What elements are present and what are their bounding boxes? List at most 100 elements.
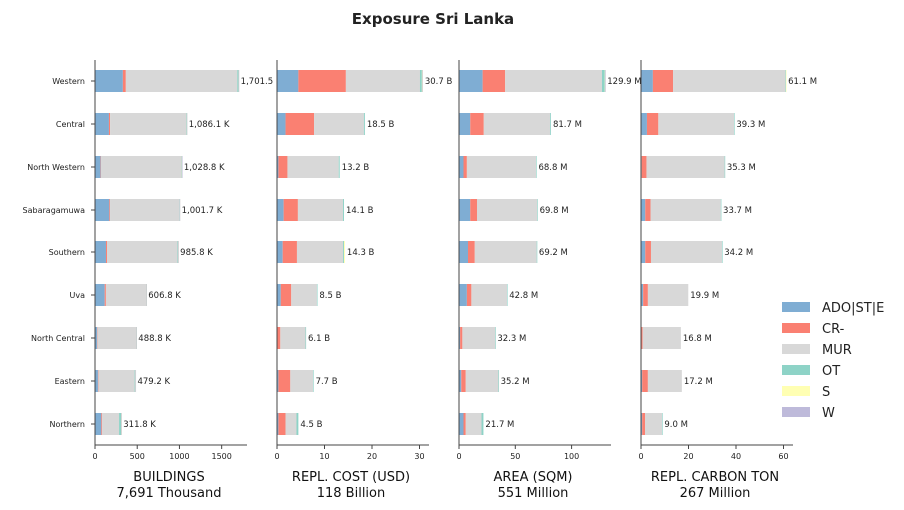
bar-total-label: 1,001.7 K: [182, 206, 223, 216]
bar-segment: [363, 113, 365, 135]
bar-segment: [506, 284, 508, 306]
bar-segment: [505, 70, 602, 92]
bar-total-label: 30.7 B: [425, 77, 453, 87]
bar-total-label: 33.7 M: [723, 206, 752, 216]
bar-segment: [297, 199, 344, 221]
bar-segment: [95, 284, 105, 306]
bar-segment: [643, 284, 648, 306]
bar-segment: [121, 413, 122, 435]
x-tick-label: 40: [731, 452, 741, 461]
bar-total-label: 42.8 M: [509, 291, 538, 301]
bar-total-label: 68.8 M: [538, 163, 567, 173]
bar-segment: [641, 70, 653, 92]
bar-segment: [282, 241, 297, 263]
bar-total-label: 985.8 K: [180, 248, 213, 258]
x-tick-label: 20: [683, 452, 693, 461]
bar-segment: [343, 199, 344, 221]
bar-segment: [100, 156, 102, 178]
bar-segment: [237, 70, 239, 92]
bar-segment: [119, 413, 122, 435]
bar-segment: [296, 413, 299, 435]
bar-segment: [343, 241, 344, 263]
bar-total-label: 14.1 B: [346, 206, 374, 216]
chart-title: Exposure Sri Lanka: [352, 10, 514, 28]
bar-total-label: 7.7 B: [316, 377, 338, 387]
bar-segment: [673, 70, 786, 92]
legend-swatch: [782, 365, 810, 375]
bar-segment: [604, 70, 606, 92]
region-label: Uva: [70, 291, 86, 300]
bar-total-label: 129.9 M: [607, 77, 641, 87]
bar-segment: [101, 413, 103, 435]
bar-segment: [646, 156, 725, 178]
bar-segment: [658, 113, 735, 135]
bar-segment: [459, 327, 461, 349]
bar-segment: [646, 113, 659, 135]
bar-total-label: 606.8 K: [148, 291, 181, 301]
bar-segment: [277, 241, 283, 263]
bar-segment: [178, 241, 179, 263]
bar-segment: [461, 370, 466, 392]
bar-segment: [181, 156, 183, 178]
bar-total-label: 81.7 M: [553, 120, 582, 130]
bar-segment: [134, 370, 136, 392]
bar-segment: [465, 370, 499, 392]
region-label: Central: [56, 120, 85, 129]
bar-segment: [641, 413, 643, 435]
bar-segment: [647, 284, 689, 306]
bar-segment: [287, 156, 339, 178]
legend-label: MUR: [822, 343, 852, 358]
legend-swatch: [782, 407, 810, 417]
x-tick-label: 0: [274, 452, 279, 461]
bar-segment: [186, 113, 188, 135]
legend-swatch: [782, 323, 810, 333]
bar-total-label: 311.8 K: [123, 420, 156, 430]
bar-segment: [536, 241, 538, 263]
bar-segment: [650, 199, 721, 221]
bar-segment: [278, 156, 288, 178]
bar-total-label: 34.2 M: [724, 248, 753, 258]
bar-segment: [338, 156, 340, 178]
bar-segment: [537, 199, 538, 221]
bar-segment: [466, 284, 472, 306]
bar-total-label: 32.3 M: [497, 334, 526, 344]
x-tick-label: 0: [92, 452, 97, 461]
bar-segment: [641, 370, 643, 392]
x-axis-label: BUILDINGS: [133, 470, 204, 485]
bar-segment: [641, 156, 647, 178]
x-axis-sublabel: 267 Million: [680, 486, 751, 501]
bar-segment: [460, 327, 463, 349]
bar-segment: [343, 241, 345, 263]
bar-segment: [641, 284, 644, 306]
bar-segment: [495, 327, 496, 349]
bar-segment: [105, 284, 147, 306]
region-label: North Central: [31, 334, 85, 343]
bar-total-label: 18.5 B: [367, 120, 395, 130]
bar-segment: [647, 370, 682, 392]
bar-segment: [550, 113, 551, 135]
bar-total-label: 17.2 M: [684, 377, 713, 387]
bar-segment: [278, 370, 291, 392]
x-axis-sublabel: 551 Million: [498, 486, 569, 501]
bar-segment: [642, 370, 648, 392]
bar-segment: [641, 241, 646, 263]
x-tick-label: 30: [414, 452, 424, 461]
bar-segment: [238, 70, 240, 92]
bar-segment: [724, 156, 726, 178]
bar-segment: [641, 327, 643, 349]
legend-label: OT: [822, 364, 840, 379]
bar-segment: [459, 113, 471, 135]
bar-total-label: 21.7 M: [485, 420, 514, 430]
bar-segment: [785, 70, 787, 92]
bar-segment: [468, 241, 475, 263]
bar-segment: [421, 70, 423, 92]
bar-total-label: 69.2 M: [539, 248, 568, 258]
bar-segment: [280, 284, 292, 306]
bar-segment: [277, 413, 279, 435]
bar-segment: [313, 370, 314, 392]
x-axis-sublabel: 118 Billion: [317, 486, 386, 501]
bar-segment: [419, 70, 422, 92]
bar-total-label: 4.5 B: [300, 420, 322, 430]
bar-segment: [641, 199, 646, 221]
bar-segment: [483, 113, 551, 135]
